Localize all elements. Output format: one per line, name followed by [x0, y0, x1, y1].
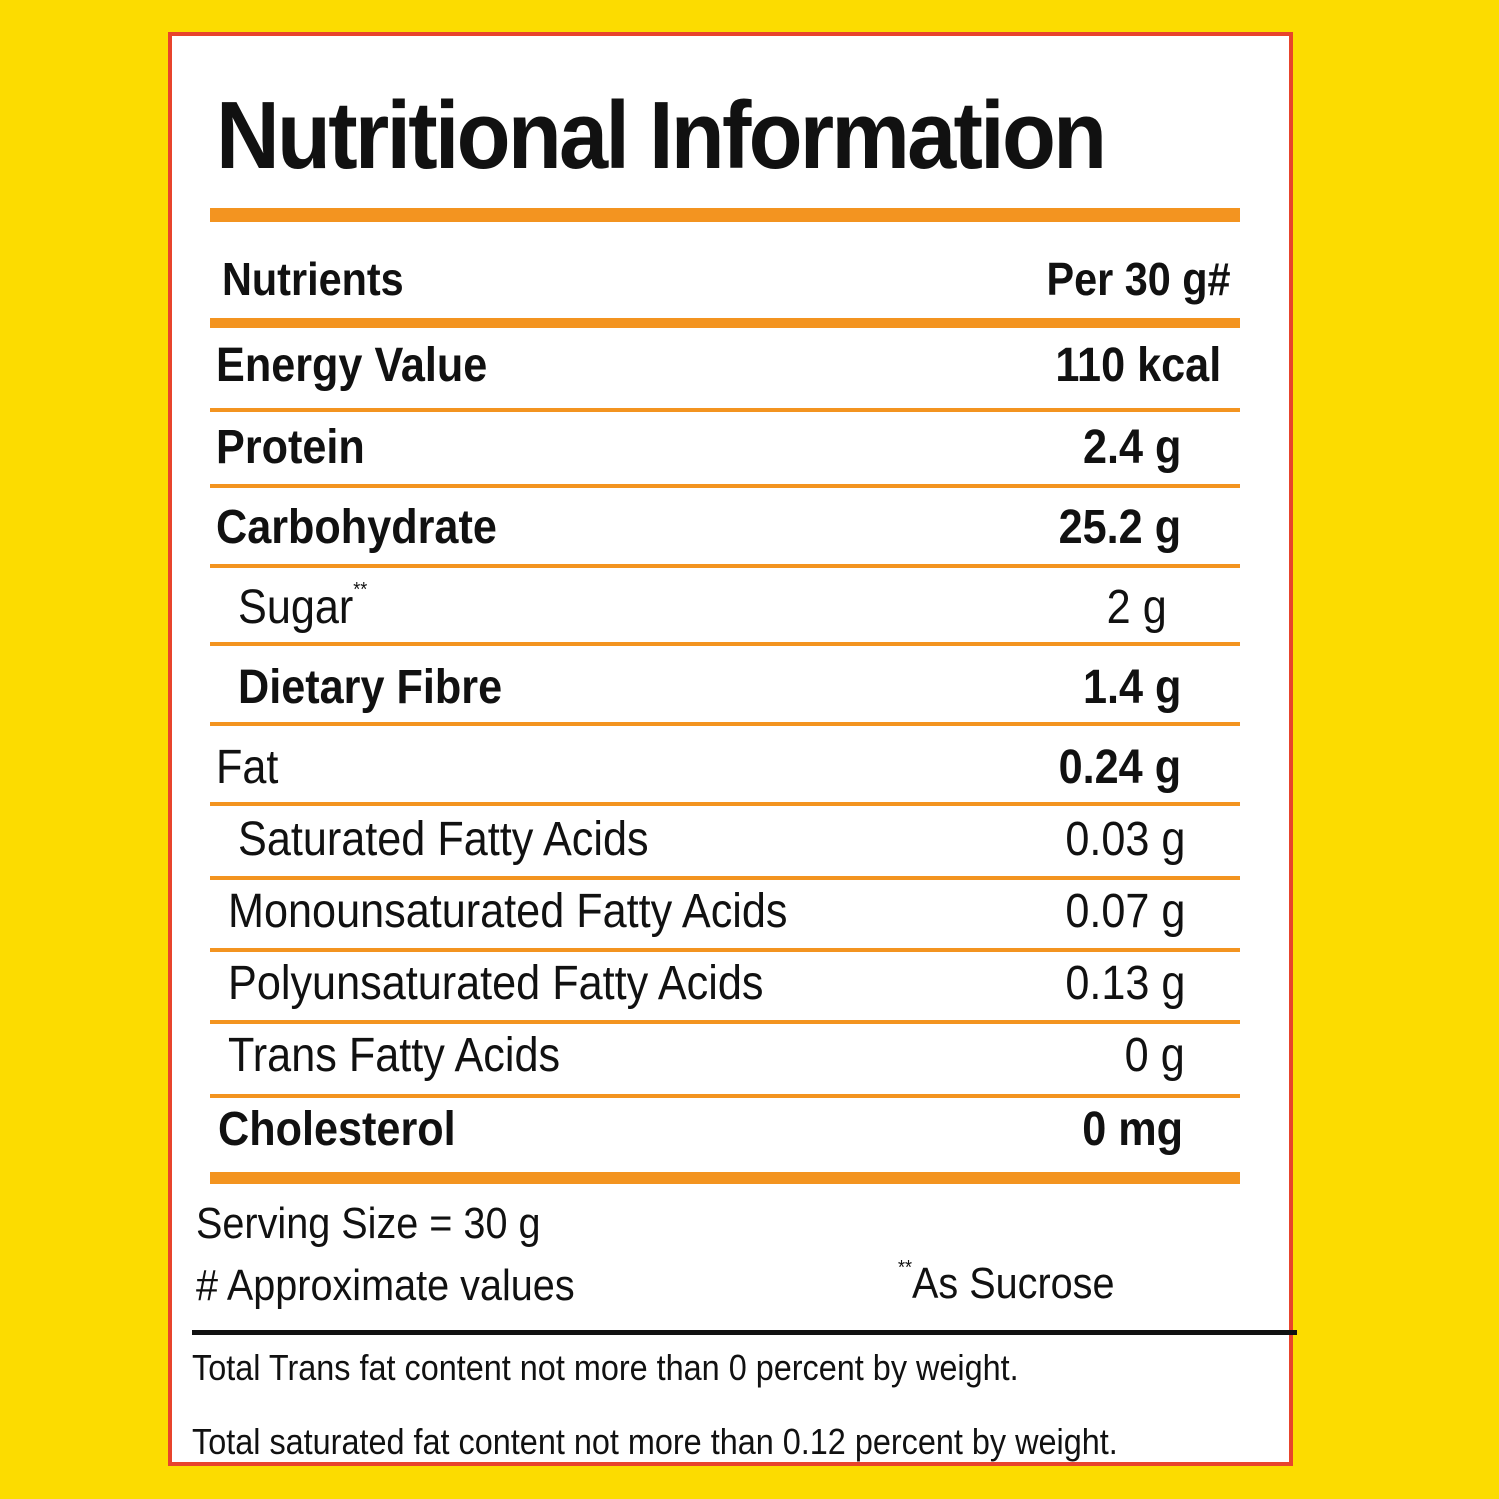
- row-value-cholesterol: 0 mg: [1082, 1103, 1183, 1156]
- row-label-sugar: Sugar**: [238, 579, 368, 634]
- footer-divider: [192, 1330, 1297, 1335]
- row-value-polyunsaturated: 0.13 g: [1064, 957, 1185, 1010]
- sucrose-footnote-marker: **: [898, 1257, 913, 1279]
- row-divider: [210, 1020, 1240, 1024]
- approximate-values-note: # Approximate values: [196, 1261, 575, 1310]
- row-value-monounsaturated: 0.07 g: [1064, 885, 1185, 938]
- row-label-polyunsaturated: Polyunsaturated Fatty Acids: [228, 957, 764, 1010]
- row-label-cholesterol: Cholesterol: [218, 1103, 456, 1156]
- row-label-energy: Energy Value: [216, 339, 488, 392]
- row-divider: [210, 722, 1240, 726]
- row-divider: [210, 802, 1240, 806]
- header-divider: [210, 318, 1240, 328]
- row-divider: [210, 1094, 1240, 1098]
- row-value-protein: 2.4 g: [1082, 421, 1181, 474]
- row-divider: [210, 642, 1240, 646]
- row-divider: [210, 948, 1240, 952]
- row-value-carbohydrate: 25.2 g: [1058, 501, 1181, 554]
- row-value-sugar: 2 g: [1106, 581, 1167, 634]
- row-label-trans: Trans Fatty Acids: [228, 1029, 561, 1082]
- row-divider: [210, 876, 1240, 880]
- row-label-protein: Protein: [216, 421, 365, 474]
- row-value-fat: 0.24 g: [1058, 741, 1181, 794]
- row-value-saturated: 0.03 g: [1064, 813, 1185, 866]
- page-title: Nutritional Information: [216, 82, 1107, 189]
- nutrients-header: Nutrients: [222, 253, 404, 305]
- row-divider: [210, 564, 1240, 568]
- row-label-carbohydrate: Carbohydrate: [216, 501, 497, 554]
- table-bottom-divider: [210, 1172, 1240, 1184]
- serving-size-note: Serving Size = 30 g: [196, 1199, 541, 1248]
- per-serving-header: Per 30 g#: [1046, 253, 1231, 305]
- trans-fat-statement: Total Trans fat content not more than 0 …: [192, 1347, 1019, 1388]
- saturated-fat-statement: Total saturated fat content not more tha…: [192, 1421, 1118, 1462]
- row-divider: [210, 408, 1240, 412]
- row-label-saturated: Saturated Fatty Acids: [238, 813, 649, 866]
- row-label-dietary-fibre: Dietary Fibre: [238, 661, 503, 714]
- row-divider: [210, 484, 1240, 488]
- title-divider: [210, 208, 1240, 222]
- row-value-trans: 0 g: [1124, 1029, 1185, 1082]
- nutrition-panel: Nutritional Information Nutrients Per 30…: [168, 32, 1297, 1466]
- sucrose-note: **As Sucrose: [898, 1257, 1115, 1308]
- row-label-monounsaturated: Monounsaturated Fatty Acids: [228, 885, 788, 938]
- sugar-footnote-marker: **: [353, 579, 368, 601]
- row-label-fat: Fat: [216, 741, 279, 794]
- row-value-dietary-fibre: 1.4 g: [1082, 661, 1181, 714]
- row-value-energy: 110 kcal: [1055, 339, 1221, 392]
